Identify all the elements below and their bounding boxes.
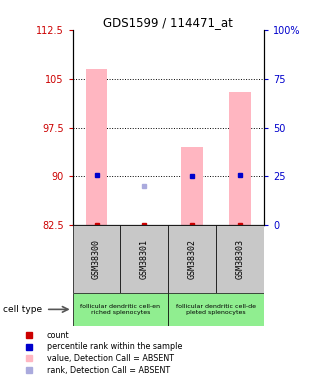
Text: count: count [47, 330, 70, 339]
Bar [168, 225, 216, 292]
Bar [229, 92, 251, 225]
Text: follicular dendritic cell-de
pleted splenocytes: follicular dendritic cell-de pleted sple… [176, 304, 256, 315]
Bar [216, 225, 264, 292]
Bar [73, 292, 168, 326]
Text: GSM38303: GSM38303 [236, 239, 245, 279]
Bar [120, 225, 168, 292]
Text: cell type: cell type [3, 305, 43, 314]
Bar [168, 292, 264, 326]
Text: GSM38302: GSM38302 [188, 239, 197, 279]
Text: rank, Detection Call = ABSENT: rank, Detection Call = ABSENT [47, 366, 170, 375]
Text: value, Detection Call = ABSENT: value, Detection Call = ABSENT [47, 354, 174, 363]
Title: GDS1599 / 114471_at: GDS1599 / 114471_at [103, 16, 233, 29]
Bar [182, 147, 203, 225]
Text: follicular dendritic cell-en
riched splenocytes: follicular dendritic cell-en riched sple… [81, 304, 160, 315]
Text: percentile rank within the sample: percentile rank within the sample [47, 342, 182, 351]
Bar [73, 225, 120, 292]
Bar [86, 69, 107, 225]
Text: GSM38301: GSM38301 [140, 239, 149, 279]
Text: GSM38300: GSM38300 [92, 239, 101, 279]
